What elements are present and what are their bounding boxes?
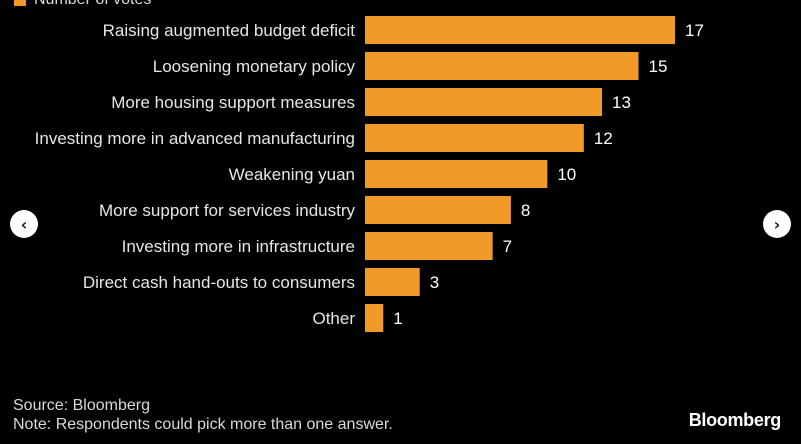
legend-swatch: [14, 0, 26, 6]
category-label: Investing more in infrastructure: [122, 237, 355, 256]
previous-chart-button[interactable]: ‹: [10, 210, 38, 238]
value-label: 15: [649, 57, 668, 76]
value-label: 13: [612, 93, 631, 112]
category-label: Other: [312, 309, 355, 328]
category-label: Weakening yuan: [229, 165, 355, 184]
value-label: 17: [685, 21, 704, 40]
value-label: 3: [430, 273, 439, 292]
footnote: Note: Respondents could pick more than o…: [13, 416, 393, 433]
legend-label: Number of votes: [34, 0, 151, 9]
value-label: 10: [557, 165, 576, 184]
bar: [365, 268, 420, 296]
chart-legend: Number of votes: [14, 0, 151, 9]
bar: [365, 52, 639, 80]
category-label: Investing more in advanced manufacturing: [35, 129, 355, 148]
bar-chart: Raising augmented budget deficit 17Loosen…: [35, 16, 704, 332]
bar: [365, 124, 584, 152]
category-label: More housing support measures: [111, 93, 355, 112]
bar: [365, 88, 603, 116]
bar: [365, 304, 384, 332]
source-note: Source: Bloomberg: [13, 397, 150, 414]
category-label: Loosening monetary policy: [153, 57, 356, 76]
chevron-right-icon: ›: [773, 214, 781, 234]
bloomberg-logo: Bloomberg: [688, 410, 782, 430]
value-label: 7: [503, 237, 512, 256]
next-chart-button[interactable]: ›: [763, 210, 791, 238]
chevron-left-icon: ‹: [20, 214, 28, 234]
bar: [365, 16, 675, 44]
bar: [365, 196, 511, 224]
chart-footer: Source: Bloomberg Note: Respondents coul…: [13, 396, 393, 434]
category-label: Raising augmented budget deficit: [103, 21, 356, 40]
value-label: 8: [521, 201, 530, 220]
value-label: 1: [393, 309, 402, 328]
value-label: 12: [594, 129, 613, 148]
category-label: More support for services industry: [99, 201, 356, 220]
category-label: Direct cash hand-outs to consumers: [83, 273, 355, 292]
bar: [365, 160, 548, 188]
bar: [365, 232, 493, 260]
